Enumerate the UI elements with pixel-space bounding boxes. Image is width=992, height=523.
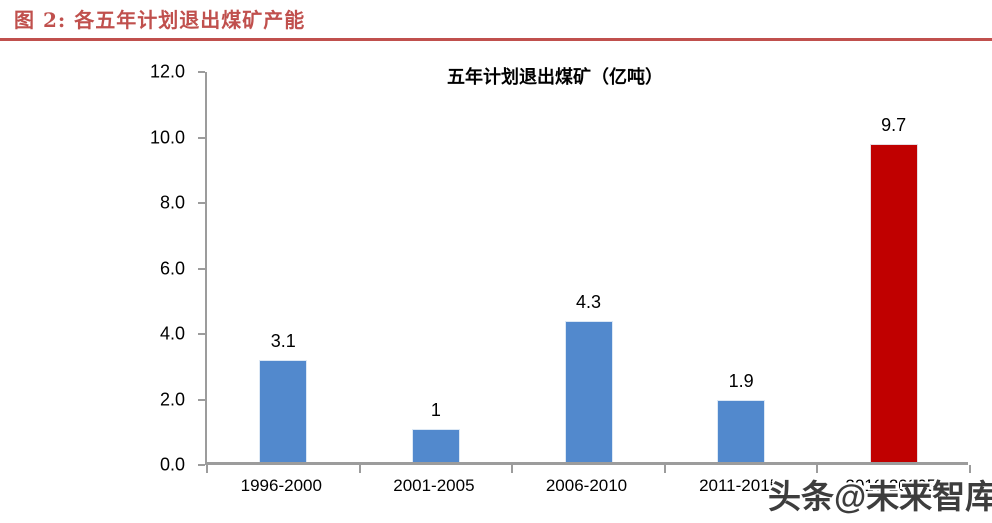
bar-value-label: 4.3 <box>575 292 602 313</box>
bar-2016-2020E <box>869 144 918 462</box>
bar-chart: 五年计划退出煤矿（亿吨） 0.0 2.0 4.0 6.0 8.0 10.0 12.0 3.1… <box>0 40 992 523</box>
y-axis-tick-label: 0.0 <box>159 454 185 475</box>
y-axis-tick-label: 8.0 <box>159 192 185 213</box>
x-axis-labels: 1996-2000 2001-2005 2006-2010 2011-2015 2016… <box>205 476 968 500</box>
title-divider <box>0 38 992 41</box>
bar-value-label: 1.9 <box>728 370 754 391</box>
chart-title: 五年计划退出煤矿（亿吨） <box>447 67 663 87</box>
x-axis-tick-label: 2016-2020E <box>845 476 939 495</box>
bar-2011-2015 <box>717 399 766 462</box>
y-axis-tick <box>198 398 205 401</box>
bar-value-label: 9.7 <box>881 115 907 136</box>
y-axis-tick <box>198 333 205 335</box>
y-axis-tick <box>198 202 205 204</box>
y-axis-tick <box>198 267 205 270</box>
x-axis-tick-label: 2001-2005 <box>393 476 475 495</box>
y-axis-tick-label: 10.0 <box>149 127 185 147</box>
bar-value-label: 1 <box>430 400 441 421</box>
y-axis-tick-label: 12.0 <box>149 61 185 82</box>
x-axis-tick <box>969 465 971 473</box>
x-axis-tick <box>816 465 819 473</box>
x-axis-tick <box>358 465 361 473</box>
x-axis-tick-label: 1996-2000 <box>240 476 322 495</box>
x-axis-tick-label: 2011-2015 <box>699 476 780 495</box>
y-axis-labels: 0.0 2.0 4.0 6.0 8.0 10.0 12.0 <box>0 62 193 475</box>
plot-area: 3.1 1 4.3 1.9 9.7 <box>198 71 971 473</box>
bar-1996-2000 <box>259 360 308 462</box>
figure-caption: 图 2: 各五年计划退出煤矿产能 <box>14 8 306 32</box>
bar-2001-2005 <box>411 429 460 462</box>
bar-value-label: 3.1 <box>270 331 296 352</box>
y-axis-tick-label: 6.0 <box>159 258 185 278</box>
y-axis-tick <box>198 464 205 466</box>
x-axis-tick-label: 2006-2010 <box>545 476 628 495</box>
y-axis-tick-label: 4.0 <box>159 323 185 344</box>
watermark: 头条@未来智库 <box>768 478 992 515</box>
x-axis-tick <box>206 465 208 473</box>
y-axis-tick-label: 2.0 <box>159 389 185 409</box>
y-axis-tick <box>198 71 205 73</box>
x-axis-tick <box>663 465 666 473</box>
x-axis-tick <box>511 465 514 473</box>
y-axis-tick <box>198 136 205 139</box>
bar-2006-2010 <box>564 321 613 462</box>
